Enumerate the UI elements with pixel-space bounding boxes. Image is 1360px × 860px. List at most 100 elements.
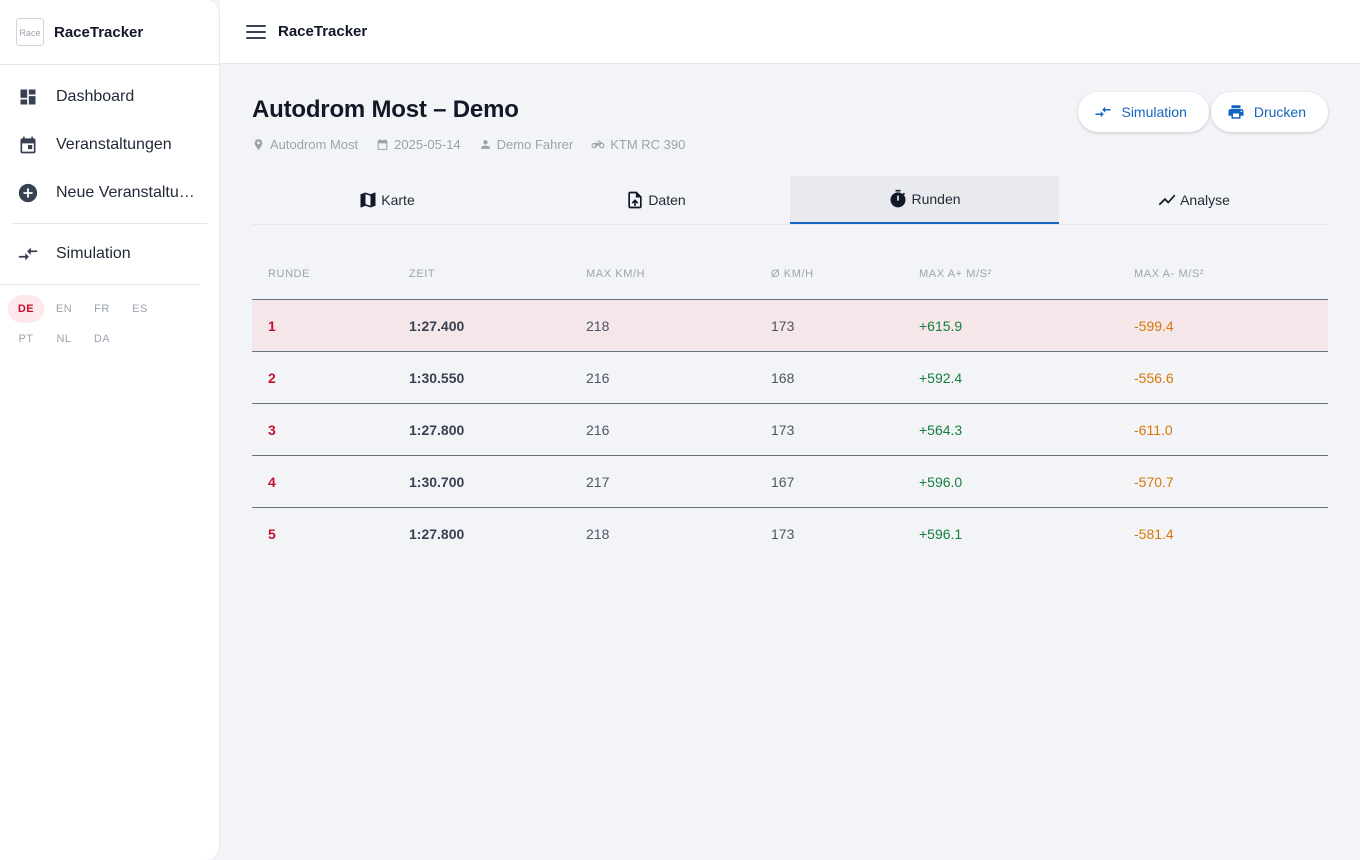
table-row[interactable]: 1 1:27.400 218 173 +615.9 -599.4 xyxy=(252,300,1328,352)
cell-max-kmh: 217 xyxy=(586,473,610,490)
cell-max-a-plus: +596.0 xyxy=(919,473,963,490)
cell-zeit: 1:30.700 xyxy=(409,473,465,490)
sidebar-brand[interactable]: Race RaceTracker xyxy=(0,0,219,65)
print-button-label: Drucken xyxy=(1253,104,1306,120)
cell-runde: 4 xyxy=(268,473,276,490)
tab-label: Runden xyxy=(911,191,961,207)
laps-table: Runde Zeit Max km/h Ø km/h Max a+ m/s² M… xyxy=(252,248,1328,560)
tab-karte[interactable]: Karte xyxy=(252,176,521,224)
tab-analyse[interactable]: Analyse xyxy=(1059,176,1328,224)
file-upload-icon xyxy=(628,191,642,209)
location-pin-icon xyxy=(254,139,263,150)
tab-label: Karte xyxy=(381,192,415,208)
cell-max-kmh: 218 xyxy=(586,526,610,542)
lang-nl[interactable]: NL xyxy=(56,333,72,345)
simulation-button[interactable]: Simulation xyxy=(1078,92,1209,132)
cell-max-a-minus: -570.7 xyxy=(1134,473,1174,490)
dashboard-icon xyxy=(16,85,40,109)
column-header-zeit[interactable]: Zeit xyxy=(409,267,436,280)
printer-icon xyxy=(1228,105,1244,119)
language-switcher: DE EN FR ES PT NL DA xyxy=(0,284,200,365)
sidebar: Race RaceTracker Dashboard Veranstaltung… xyxy=(0,0,220,860)
sidebar-item-label: Veranstaltungen xyxy=(56,136,172,153)
cell-max-a-minus: -581.4 xyxy=(1134,526,1174,542)
sidebar-item-simulation[interactable]: Simulation xyxy=(0,230,219,278)
column-header-max-kmh[interactable]: Max km/h xyxy=(586,267,646,280)
cell-max-a-plus: +592.4 xyxy=(919,369,963,386)
cell-runde: 5 xyxy=(268,526,276,542)
timer-icon xyxy=(890,189,906,208)
compare-arrows-icon xyxy=(16,242,40,266)
cell-max-a-minus: -556.6 xyxy=(1134,369,1174,386)
tab-daten[interactable]: Daten xyxy=(521,176,790,224)
app-logo: Race xyxy=(16,18,44,46)
table-row[interactable]: 4 1:30.700 217 167 +596.0 -570.7 xyxy=(252,456,1328,508)
lang-pt[interactable]: PT xyxy=(18,333,34,345)
meta-driver-text: Demo Fahrer xyxy=(496,137,574,152)
cell-max-kmh: 216 xyxy=(586,421,610,438)
lang-fr[interactable]: FR xyxy=(94,303,110,315)
lang-es[interactable]: ES xyxy=(132,303,148,315)
sidebar-item-label: Neue Veranstaltung xyxy=(56,184,196,201)
table-row[interactable]: 2 1:30.550 216 168 +592.4 -556.6 xyxy=(252,352,1328,404)
cell-max-a-plus: +596.1 xyxy=(919,526,963,542)
compare-arrows-icon xyxy=(1095,106,1111,118)
cell-max-a-plus: +615.9 xyxy=(919,317,963,334)
cell-avg-kmh: 173 xyxy=(771,526,795,542)
calendar-icon xyxy=(377,139,388,150)
sidebar-item-label: Simulation xyxy=(56,245,131,262)
sidebar-item-label: Dashboard xyxy=(56,88,135,105)
trending-up-icon xyxy=(1158,194,1176,206)
lang-da[interactable]: DA xyxy=(93,333,111,345)
meta-driver: Demo Fahrer xyxy=(479,137,574,152)
page-title: Autodrom Most – Demo xyxy=(252,96,519,123)
print-button[interactable]: Drucken xyxy=(1210,92,1328,132)
cell-max-a-plus: +564.3 xyxy=(919,421,963,438)
app-name: RaceTracker xyxy=(54,23,144,41)
table-row[interactable]: 5 1:27.800 218 173 +596.1 -581.4 xyxy=(252,508,1328,560)
cell-avg-kmh: 167 xyxy=(771,473,795,490)
column-header-runde[interactable]: Runde xyxy=(268,267,311,280)
cell-avg-kmh: 173 xyxy=(771,317,795,334)
sidebar-item-veranstaltungen[interactable]: Veranstaltungen xyxy=(0,121,219,169)
cell-runde: 2 xyxy=(268,369,276,386)
cell-max-kmh: 218 xyxy=(586,317,610,334)
add-circle-icon xyxy=(16,181,40,205)
event-meta: Autodrom Most 2025-05-14 Demo Fahrer KTM… xyxy=(252,137,703,152)
tab-runden[interactable]: Runden xyxy=(790,176,1059,224)
app-logo-alt: Race xyxy=(19,28,41,38)
person-icon xyxy=(480,140,490,149)
event-tabs: Karte Daten Runden Analyse xyxy=(252,176,1328,225)
column-header-max-a-plus[interactable]: Max a+ m/s² xyxy=(919,267,992,280)
sidebar-divider xyxy=(12,223,207,224)
cell-runde: 1 xyxy=(268,317,276,334)
meta-date-text: 2025-05-14 xyxy=(394,137,461,152)
meta-date: 2025-05-14 xyxy=(376,137,461,152)
meta-location: Autodrom Most xyxy=(252,137,358,152)
menu-icon[interactable] xyxy=(246,24,266,40)
cell-zeit: 1:30.550 xyxy=(409,369,465,386)
sidebar-item-dashboard[interactable]: Dashboard xyxy=(0,73,219,121)
map-icon xyxy=(360,192,376,208)
cell-max-a-minus: -611.0 xyxy=(1134,421,1173,438)
column-header-max-a-minus[interactable]: Max a- m/s² xyxy=(1134,267,1205,280)
motorcycle-icon xyxy=(591,140,605,149)
lang-de[interactable]: DE xyxy=(8,295,44,323)
table-row[interactable]: 3 1:27.800 216 173 +564.3 -611.0 xyxy=(252,404,1328,456)
meta-vehicle: KTM RC 390 xyxy=(591,137,685,152)
cell-max-kmh: 216 xyxy=(586,369,610,386)
column-header-avg-kmh[interactable]: Ø km/h xyxy=(771,267,814,280)
cell-zeit: 1:27.800 xyxy=(409,526,465,542)
lang-en[interactable]: EN xyxy=(55,303,73,315)
tab-label: Analyse xyxy=(1180,192,1230,208)
table-header: Runde Zeit Max km/h Ø km/h Max a+ m/s² M… xyxy=(252,248,1328,300)
sidebar-item-neue-veranstaltung[interactable]: Neue Veranstaltung xyxy=(0,169,219,217)
simulation-button-label: Simulation xyxy=(1121,104,1187,120)
cell-avg-kmh: 168 xyxy=(771,369,795,386)
top-bar: RaceTracker xyxy=(220,0,1360,64)
cell-zeit: 1:27.400 xyxy=(409,317,465,334)
meta-vehicle-text: KTM RC 390 xyxy=(610,137,686,152)
sidebar-nav: Dashboard Veranstaltungen Neue Veranstal… xyxy=(0,65,219,278)
meta-location-text: Autodrom Most xyxy=(270,137,359,152)
calendar-icon xyxy=(16,133,40,157)
